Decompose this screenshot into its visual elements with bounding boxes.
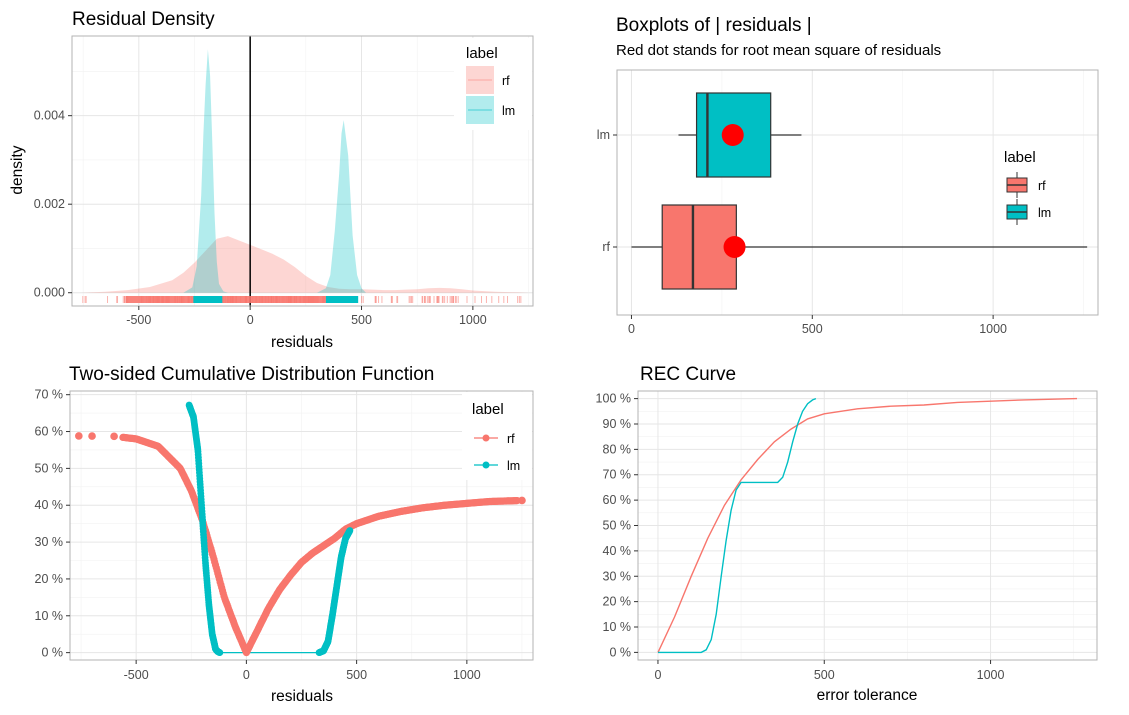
x-tick-label: -500: [124, 668, 149, 682]
rec-line-lm: [658, 397, 817, 654]
rug-band-lm: [193, 296, 223, 303]
panel-title: REC Curve: [640, 364, 736, 385]
y-tick-label: lm: [597, 128, 610, 142]
legend-title: label: [472, 401, 504, 418]
rec-line-rf: [657, 397, 1078, 653]
y-tick-label: 0.000: [34, 286, 65, 300]
y-tick-label: 60 %: [35, 425, 64, 439]
y-tick-label: 100 %: [596, 392, 631, 406]
legend-key-rf: [482, 434, 490, 442]
plot-frame: [71, 35, 534, 307]
density-area-rf: [80, 236, 529, 293]
x-tick-label: 500: [814, 668, 835, 682]
y-axis-label: density: [9, 145, 26, 194]
x-tick-label: 500: [351, 313, 372, 327]
x-axis-label: residuals: [271, 688, 333, 705]
panel-subtitle: Red dot stands for root mean square of r…: [616, 42, 941, 59]
x-tick-label: 500: [802, 322, 823, 336]
y-tick-label: 0 %: [41, 646, 63, 660]
legend: label rf lm: [1004, 149, 1051, 225]
data-point: [88, 432, 96, 440]
y-tick-label: 0 %: [609, 645, 631, 659]
x-tick-label: 1000: [459, 313, 487, 327]
y-tick-label: 10 %: [603, 620, 632, 634]
x-tick-label: 0: [247, 313, 254, 327]
x-tick-label: 1000: [979, 322, 1007, 336]
rug-band-lm: [325, 296, 359, 303]
x-tick-label: 1000: [977, 668, 1005, 682]
plot-frame: [616, 69, 1099, 316]
legend-title: label: [466, 45, 498, 62]
x-tick-label: 500: [346, 668, 367, 682]
data-point: [110, 432, 118, 441]
data-point: [216, 649, 224, 656]
data-point: [518, 496, 526, 505]
legend: label rf lm: [454, 38, 532, 130]
rms-dot: [723, 236, 746, 258]
y-tick-label: 40 %: [603, 544, 632, 558]
rec-curve-panel: REC Curve 0 500 1000 0 % 10 % 20 % 30 % 40 % 50 …: [596, 364, 1098, 704]
y-tick-label: 90 %: [603, 417, 632, 431]
y-tick-label: 20 %: [35, 572, 64, 586]
residual-density-panel: Residual Density -500 0 500 1000 0.000 0.002 0…: [9, 9, 534, 351]
rms-dot: [721, 124, 744, 146]
x-axis-label: error tolerance: [817, 687, 918, 704]
y-tick-label: 30 %: [35, 535, 64, 549]
x-tick-label: -500: [126, 313, 151, 327]
box-lm: [678, 92, 802, 178]
legend: label rf lm: [462, 392, 532, 480]
y-tick-label: 70 %: [603, 468, 632, 482]
rug-band-rf: [125, 296, 331, 303]
x-axis-label: residuals: [271, 334, 333, 351]
legend-label-rf: rf: [502, 74, 510, 88]
legend-key-lm: [482, 461, 490, 469]
legend-label-lm: lm: [502, 104, 515, 118]
x-tick-label: 0: [243, 668, 250, 682]
y-tick-label: 30 %: [603, 569, 632, 583]
density-area-lm: [183, 49, 366, 293]
boxplot-panel: Boxplots of | residuals | Red dot stands…: [597, 15, 1099, 336]
y-tick-label: 70 %: [35, 388, 64, 402]
cdf-panel: Two-sided Cumulative Distribution Functi…: [35, 364, 534, 705]
y-tick-label: 0.004: [34, 109, 65, 123]
y-tick-label: 80 %: [603, 442, 632, 456]
legend-label-rf: rf: [1038, 179, 1046, 193]
x-tick-label: 0: [628, 322, 635, 336]
y-tick-label: 50 %: [35, 461, 64, 475]
x-tick-label: 0: [654, 668, 661, 682]
data-point: [75, 432, 83, 440]
y-tick-label: 40 %: [35, 498, 64, 512]
y-tick-label: 10 %: [35, 609, 64, 623]
series-rf: [75, 432, 526, 657]
x-tick-label: 1000: [453, 668, 481, 682]
y-tick-label: rf: [602, 240, 610, 254]
legend-label-lm: lm: [507, 459, 520, 473]
y-tick-label: 60 %: [603, 493, 632, 507]
rug-marks: [82, 296, 522, 303]
y-tick-label: 50 %: [603, 519, 632, 533]
series-lm: [185, 401, 354, 656]
y-tick-label: 0.002: [34, 197, 65, 211]
plot-frame: [69, 390, 534, 661]
legend-title: label: [1004, 149, 1036, 166]
box-rf: [631, 204, 1088, 290]
panel-title: Boxplots of | residuals |: [616, 15, 812, 36]
legend-label-lm: lm: [1038, 206, 1051, 220]
panel-title: Two-sided Cumulative Distribution Functi…: [69, 364, 434, 385]
panel-title: Residual Density: [72, 9, 215, 30]
y-tick-label: 20 %: [603, 595, 632, 609]
legend-key-lm: [1006, 199, 1028, 225]
legend-label-rf: rf: [507, 432, 515, 446]
legend-key-rf: [1006, 172, 1028, 198]
data-point: [346, 527, 354, 534]
